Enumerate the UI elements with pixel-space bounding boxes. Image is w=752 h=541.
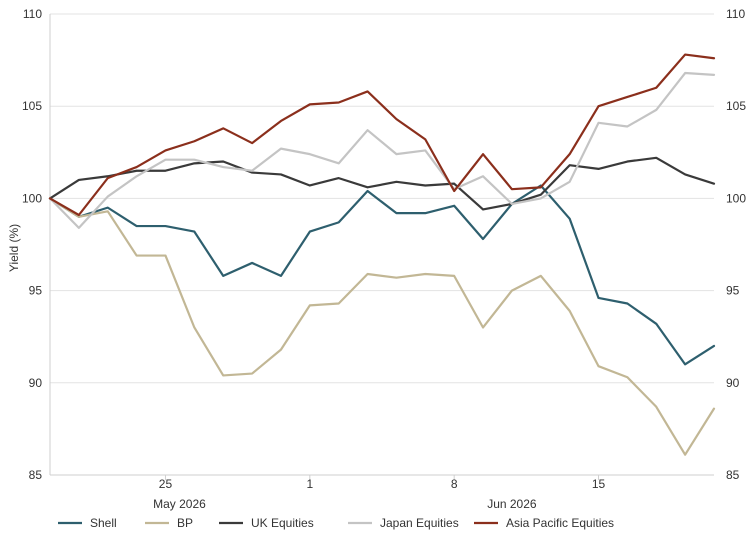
series-line-japan-equities	[48, 71, 716, 229]
y-tick-left-85: 85	[29, 468, 43, 482]
series-line-asia-pacific-equities	[48, 53, 716, 217]
y-tick-left-95: 95	[29, 284, 43, 298]
series-line-bp	[48, 197, 716, 456]
x-tick-15: 15	[592, 477, 606, 491]
axes: 85 85 90 90 95 95 100 100 105 105 110 110 25 1 8 15 May …	[22, 7, 746, 511]
x-tick-1: 1	[306, 477, 313, 491]
legend-label-asia-pacific-equities: Asia Pacific Equities	[506, 516, 614, 530]
legend-label-japan-equities: Japan Equities	[380, 516, 459, 530]
series-line-shell	[48, 184, 716, 366]
x-month-label-1: Jun 2026	[487, 497, 537, 511]
series-lines	[48, 53, 716, 456]
x-month-label-0: May 2026	[153, 497, 206, 511]
series-line-uk-equities	[48, 156, 716, 211]
y-tick-left-90: 90	[29, 376, 43, 390]
legend-label-bp: BP	[177, 516, 193, 530]
x-tick-25: 25	[159, 477, 173, 491]
y-tick-right-110: 110	[726, 7, 745, 21]
y-tick-left-105: 105	[22, 99, 42, 113]
y-tick-right-85: 85	[726, 468, 740, 482]
y-tick-right-105: 105	[726, 99, 746, 113]
y-tick-right-90: 90	[726, 376, 740, 390]
legend: Shell BP UK Equities Japan Equities Asia Pac…	[58, 516, 614, 530]
legend-label-shell: Shell	[90, 516, 117, 530]
y-tick-right-95: 95	[726, 284, 740, 298]
legend-label-uk-equities: UK Equities	[251, 516, 314, 530]
y-tick-left-100: 100	[22, 191, 42, 205]
y-tick-left-110: 110	[23, 7, 42, 21]
y-axis-title: Yield (%)	[7, 224, 21, 272]
gridlines	[50, 13, 714, 476]
y-tick-right-100: 100	[726, 191, 746, 205]
x-tick-8: 8	[451, 477, 458, 491]
